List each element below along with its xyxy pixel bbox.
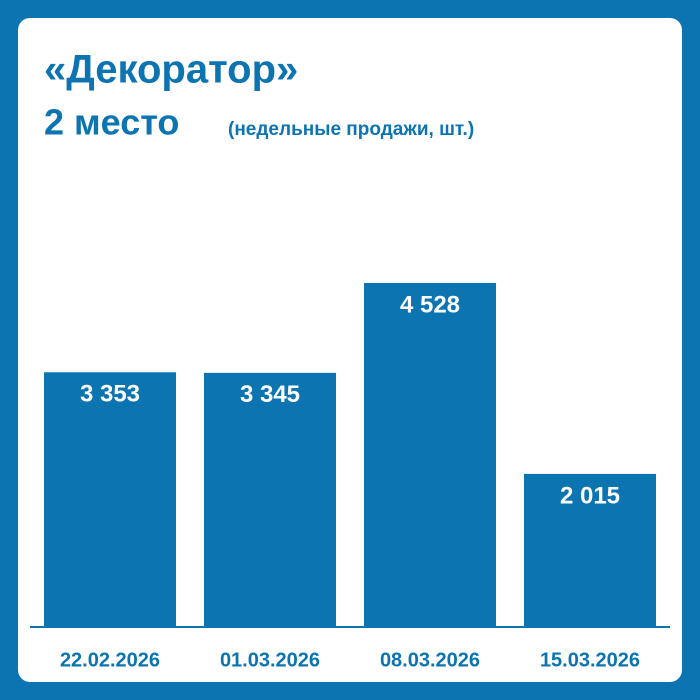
bar (204, 372, 336, 627)
value-label: 3 353 (80, 381, 140, 408)
card (18, 18, 682, 682)
x-tick-label: 01.03.2026 (220, 649, 320, 671)
chart-subtitle: 2 место (44, 102, 179, 143)
bar (524, 473, 656, 627)
chart-title: «Декоратор» (44, 48, 298, 92)
x-tick-label: 08.03.2026 (380, 649, 480, 671)
value-label: 4 528 (400, 291, 460, 318)
x-tick-label: 15.03.2026 (540, 649, 640, 671)
x-tick-label: 22.02.2026 (60, 649, 160, 671)
value-label: 2 015 (560, 482, 620, 509)
chart-note: (недельные продажи, шт.) (228, 119, 474, 140)
value-label: 3 345 (240, 381, 300, 408)
bar (44, 372, 176, 627)
bar (364, 283, 496, 627)
